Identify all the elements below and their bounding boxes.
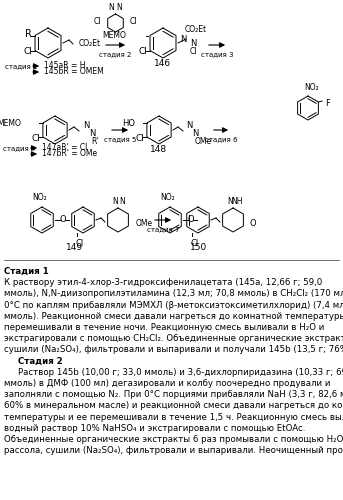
Text: 150: 150: [190, 242, 207, 252]
Text: Cl: Cl: [76, 239, 84, 248]
Text: N: N: [109, 3, 114, 12]
Text: CO₂Et: CO₂Et: [185, 24, 207, 34]
Text: 146: 146: [154, 60, 172, 68]
Text: NO₂: NO₂: [161, 193, 175, 202]
Text: F: F: [325, 100, 330, 108]
Text: экстрагировали с помощью CH₂Cl₂. Объединенные органические экстракты: экстрагировали с помощью CH₂Cl₂. Объедин…: [4, 334, 343, 343]
Text: рассола, сушили (Na₂SO₄), фильтровали и выпаривали. Неочищенный продукт: рассола, сушили (Na₂SO₄), фильтровали и …: [4, 446, 343, 455]
Text: температуры и ее перемешивали в течение 1,5 ч. Реакционную смесь выливали в: температуры и ее перемешивали в течение …: [4, 412, 343, 422]
Text: N: N: [192, 128, 198, 138]
Text: 60% в минеральном масле) и реакционной смеси давали нагреться до комнатной: 60% в минеральном масле) и реакционной с…: [4, 402, 343, 410]
Text: OMe: OMe: [195, 138, 212, 146]
Text: HO: HO: [122, 118, 135, 128]
Text: R': R': [91, 138, 98, 146]
Text: Cl: Cl: [130, 16, 137, 26]
Text: N: N: [112, 197, 118, 206]
Text: Cl: Cl: [24, 48, 33, 56]
Text: Стадия 2: Стадия 2: [18, 356, 63, 366]
Text: стадия 2: стадия 2: [99, 51, 132, 57]
Text: N: N: [180, 34, 186, 43]
Text: NH: NH: [231, 197, 243, 206]
Text: O: O: [188, 216, 194, 224]
Text: OMe: OMe: [136, 220, 153, 228]
Text: перемешивали в течение ночи. Реакционную смесь выливали в H₂O и: перемешивали в течение ночи. Реакционную…: [4, 323, 324, 332]
Text: стадия 1: стадия 1: [5, 63, 37, 69]
Text: стадия 5: стадия 5: [104, 136, 136, 142]
Text: Cl: Cl: [139, 48, 147, 56]
Text: CO₂Et: CO₂Et: [79, 38, 101, 48]
Text: NO₂: NO₂: [305, 83, 319, 92]
Text: 149: 149: [67, 242, 84, 252]
Text: N: N: [117, 3, 122, 12]
Text: стадия 7: стадия 7: [147, 226, 179, 232]
Text: 0°C по каплям прибавляли МЭМХЛ (β-метоксиэтоксиметилхлорид) (7,4 мл; 64,9: 0°C по каплям прибавляли МЭМХЛ (β-метокс…: [4, 300, 343, 310]
Text: ммоль) в ДМФ (100 мл) дегазировали и колбу поочередно продували и: ммоль) в ДМФ (100 мл) дегазировали и кол…: [4, 379, 331, 388]
Text: N: N: [119, 197, 125, 206]
Text: N: N: [83, 122, 90, 130]
Text: 148: 148: [151, 146, 168, 154]
Text: Объединенные органические экстракты 6 раз промывали с помощью H₂O и: Объединенные органические экстракты 6 ра…: [4, 435, 343, 444]
Text: стадия 4: стадия 4: [3, 145, 35, 151]
Text: N: N: [89, 128, 95, 138]
Text: ммоль). Реакционной смеси давали нагреться до комнатной температуры и ее: ммоль). Реакционной смеси давали нагреть…: [4, 312, 343, 321]
Text: водный раствор 10% NaHSO₄ и экстрагировали с помощью EtOAc.: водный раствор 10% NaHSO₄ и экстрагирова…: [4, 424, 305, 433]
Text: 147bR' = OMe: 147bR' = OMe: [42, 150, 97, 158]
Text: стадия 3: стадия 3: [201, 51, 233, 57]
Text: Cl: Cl: [32, 134, 40, 143]
Text: 147aR' = Cl: 147aR' = Cl: [42, 144, 87, 152]
Text: MEMO: MEMO: [0, 118, 21, 128]
Text: Стадия 1: Стадия 1: [4, 267, 49, 276]
Text: 145aR = H: 145aR = H: [44, 62, 85, 70]
Text: заполняли с помощью N₂. При 0°C порциями прибавляли NaH (3,3 г, 82,6 ммоль;: заполняли с помощью N₂. При 0°C порциями…: [4, 390, 343, 399]
Text: Cl: Cl: [190, 46, 198, 56]
Text: R: R: [25, 29, 32, 39]
Text: O: O: [249, 220, 256, 228]
Text: O: O: [60, 216, 66, 224]
Text: MEMO: MEMO: [102, 31, 126, 40]
Text: К раствору этил-4-хлор-3-гидроксифенилацетата (145а, 12,66 г; 59,0: К раствору этил-4-хлор-3-гидроксифенилац…: [4, 278, 322, 287]
Text: Cl: Cl: [94, 16, 102, 26]
Text: 145bR = OMEM: 145bR = OMEM: [44, 68, 104, 76]
Text: стадия 6: стадия 6: [205, 136, 237, 142]
Text: N: N: [190, 38, 197, 48]
Text: Cl: Cl: [135, 134, 144, 143]
Text: N: N: [227, 197, 233, 206]
Text: Раствор 145b (10,00 г; 33,0 ммоль) и 3,6-дихлорпиридазина (10,33 г; 69,4: Раствор 145b (10,00 г; 33,0 ммоль) и 3,6…: [18, 368, 343, 377]
Text: Cl: Cl: [191, 239, 199, 248]
Text: ммоль), N,N-диизопропилэтиламина (12,3 мл; 70,8 ммоль) в CH₂Cl₂ (170 мл) при: ммоль), N,N-диизопропилэтиламина (12,3 м…: [4, 290, 343, 298]
Text: сушили (Na₂SO₄), фильтровали и выпаривали и получали 145b (13,5 г; 76%).: сушили (Na₂SO₄), фильтровали и выпаривал…: [4, 346, 343, 354]
Text: NO₂: NO₂: [33, 193, 47, 202]
Text: N: N: [186, 122, 192, 130]
